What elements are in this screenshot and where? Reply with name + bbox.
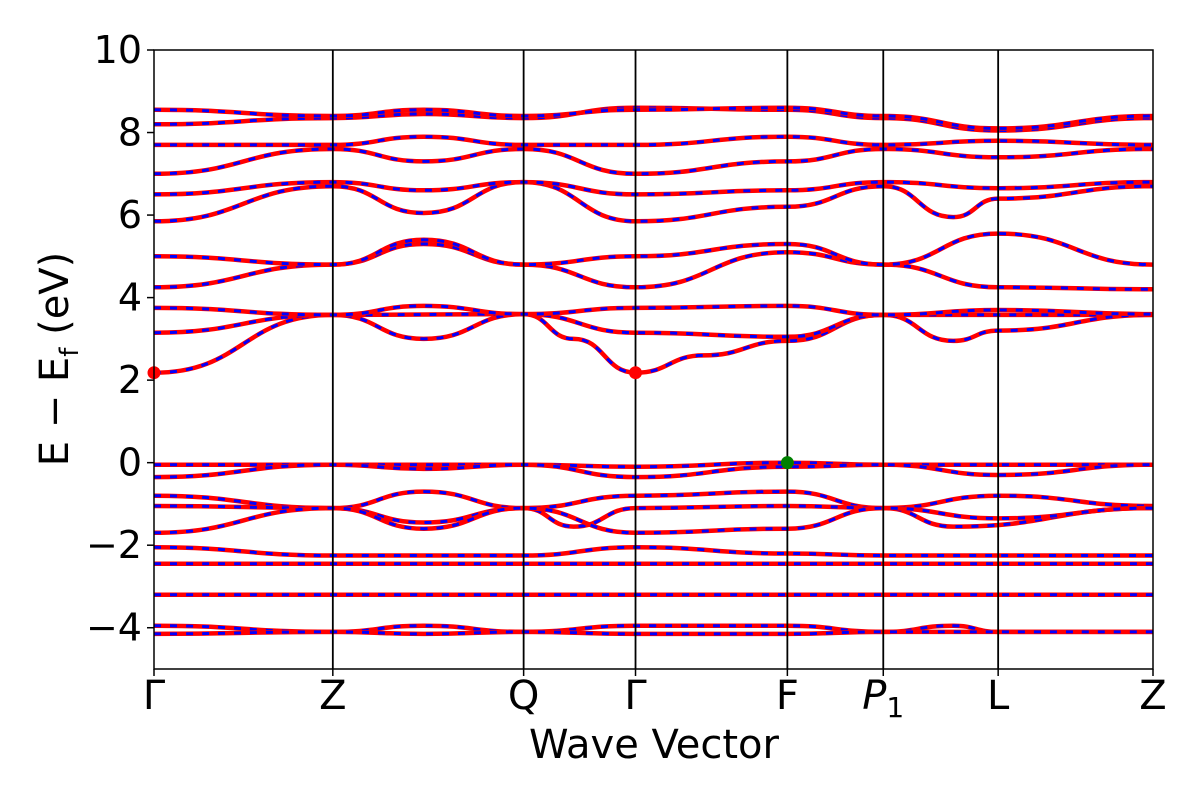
plot-frame — [153, 49, 1154, 670]
high-symmetry-lines — [331, 50, 1000, 669]
band-1-solid — [153, 311, 1153, 375]
x-tick-label: P1 — [862, 673, 904, 724]
y-tick-label: −4 — [86, 606, 142, 650]
band-6-dashed — [153, 180, 1154, 223]
x-tick-label: F — [776, 673, 799, 719]
y-tick-label: 6 — [118, 193, 142, 237]
band-2-solid — [153, 311, 1154, 344]
x-tick-label: Q — [508, 673, 539, 719]
band-17-dashed — [153, 545, 1153, 558]
y-tick-label: 10 — [94, 28, 142, 72]
y-tick-label: 0 — [118, 441, 142, 485]
band-5-solid — [153, 231, 1154, 267]
extrema-markers — [147, 366, 794, 470]
y-tick-label: 8 — [118, 111, 142, 155]
x-tick-label: Z — [319, 673, 346, 719]
band-16-solid — [153, 505, 1154, 536]
band-8-dashed — [153, 147, 1154, 176]
bands-layer — [153, 105, 1154, 637]
y-axis-label-unit: (eV) — [32, 252, 78, 348]
cbm-marker-2 — [629, 366, 643, 380]
y-axis-label-sub: f — [55, 347, 85, 357]
y-tick-label: −2 — [86, 523, 142, 567]
band-11-dashed — [153, 106, 1154, 130]
band-1-dashed — [153, 312, 1153, 375]
y-tick-label: 2 — [118, 358, 142, 402]
band-9-dashed — [154, 135, 1154, 147]
band-16-dashed — [153, 506, 1154, 535]
band-14-solid — [153, 489, 1154, 511]
x-tick-label: Z — [1139, 673, 1166, 719]
band-4-solid — [153, 241, 1154, 292]
y-axis-label-main: E − E — [32, 357, 78, 467]
x-tick-label: Γ — [624, 673, 647, 719]
y-axis-ticks: −4 −2 0 2 4 6 8 10 — [86, 28, 154, 650]
band-14-dashed — [153, 490, 1154, 510]
band-5-dashed — [153, 232, 1154, 267]
x-axis-ticks: Γ Z Q Γ F P1 L Z — [143, 669, 1167, 724]
band-15-dashed — [153, 504, 1154, 529]
band-8-solid — [153, 146, 1154, 177]
x-tick-label: L — [987, 673, 1010, 719]
y-tick-label: 4 — [118, 276, 142, 320]
vbm-marker-3 — [780, 456, 794, 470]
x-tick-label: Γ — [143, 673, 166, 719]
y-axis-label: E − Ef (eV) — [32, 252, 85, 467]
x-axis-label: Wave Vector — [529, 722, 780, 768]
